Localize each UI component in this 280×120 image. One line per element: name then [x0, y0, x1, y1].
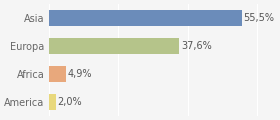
- Text: 4,9%: 4,9%: [67, 69, 92, 79]
- Bar: [49, 93, 55, 110]
- Text: 37,6%: 37,6%: [181, 41, 212, 51]
- Bar: [49, 38, 179, 54]
- Text: 55,5%: 55,5%: [244, 13, 275, 23]
- Bar: [49, 66, 66, 82]
- Text: 2,0%: 2,0%: [57, 97, 82, 107]
- Bar: [49, 10, 242, 27]
